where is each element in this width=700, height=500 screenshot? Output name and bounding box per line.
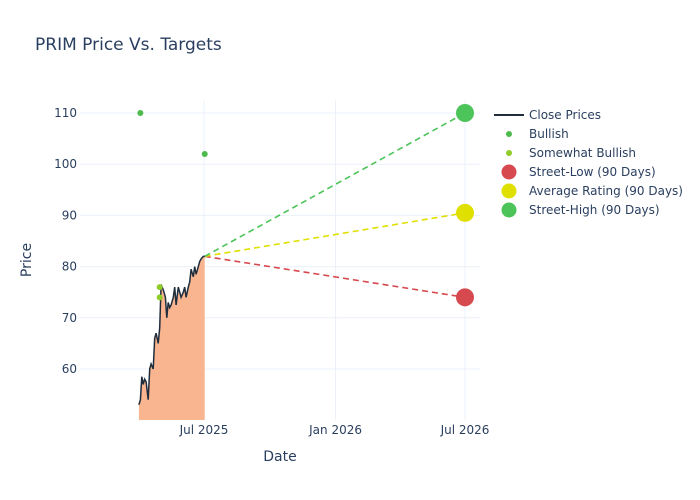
y-axis-ticks: 60 70 80 90 100 110 (54, 106, 77, 376)
legend-item-bullish[interactable]: Bullish (506, 127, 569, 141)
legend-item-close-prices[interactable]: Close Prices (494, 108, 601, 122)
legend-label: Close Prices (529, 108, 601, 122)
legend-label: Street-Low (90 Days) (529, 165, 656, 179)
legend-label: Average Rating (90 Days) (529, 184, 683, 198)
legend-swatch (501, 202, 517, 218)
somewhat-bullish-point (156, 284, 163, 291)
legend-label: Street-High (90 Days) (529, 203, 660, 217)
legend-label: Bullish (529, 127, 569, 141)
close-price-area (138, 256, 205, 420)
bullish-point (201, 150, 208, 157)
x-tick-label: Jan 2026 (308, 423, 362, 437)
grid (80, 100, 480, 420)
y-tick-label: 110 (54, 106, 77, 120)
somewhat-bullish-point (156, 294, 163, 301)
legend-item-street-low-90-days[interactable]: Street-Low (90 Days) (501, 164, 656, 180)
street-low-90-days-point (456, 288, 474, 307)
chart-title: PRIM Price Vs. Targets (35, 35, 222, 55)
y-tick-label: 80 (62, 260, 77, 274)
x-tick-label: Jul 2026 (440, 423, 490, 437)
legend-swatch (506, 131, 512, 137)
legend-swatch (501, 164, 517, 180)
y-axis-title: Price (19, 243, 35, 277)
street-high-90-days-point (456, 104, 474, 122)
average-rating-90-days-point (456, 203, 474, 222)
close-prices-line (138, 255, 205, 406)
y-tick-label: 60 (62, 362, 77, 376)
legend-item-somewhat-bullish[interactable]: Somewhat Bullish (506, 146, 636, 160)
y-tick-label: 100 (54, 157, 77, 171)
x-axis-title: Date (263, 449, 296, 465)
x-axis-ticks: Jul 2025 Jan 2026 Jul 2026 (179, 423, 490, 437)
y-tick-label: 90 (62, 208, 77, 222)
street-low-90-days-line (204, 255, 466, 299)
rating-points (137, 104, 474, 307)
bullish-point (137, 110, 144, 116)
x-tick-label: Jul 2025 (179, 423, 229, 437)
legend-swatch (506, 150, 512, 156)
legend-label: Somewhat Bullish (529, 146, 636, 160)
series-lines (138, 112, 466, 406)
legend-item-average-rating-90-days[interactable]: Average Rating (90 Days) (501, 183, 684, 199)
legend-swatch (501, 183, 517, 199)
close-price-fill (138, 256, 205, 420)
y-tick-label: 70 (62, 311, 77, 325)
average-rating-90-days-line (204, 212, 466, 258)
legend-item-street-high-90-days[interactable]: Street-High (90 Days) (501, 202, 660, 218)
legend[interactable]: Close Prices Bullish Somewhat Bullish Stree… (494, 108, 683, 218)
